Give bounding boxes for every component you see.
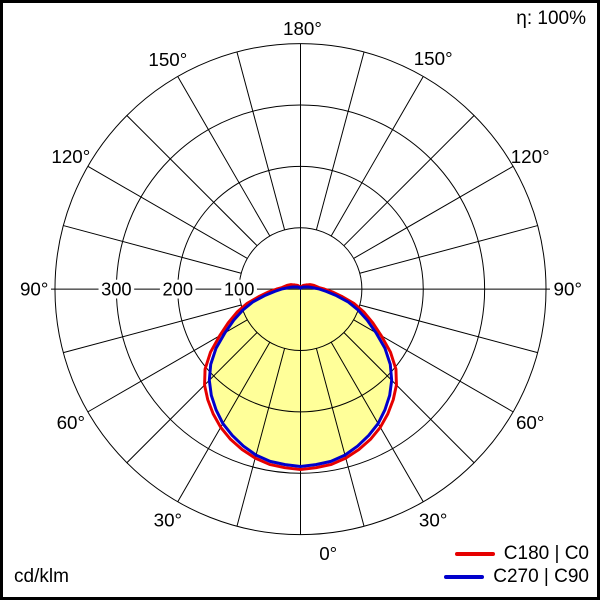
grid-spoke-150-left xyxy=(177,76,271,237)
radial-tick-bg-200 xyxy=(159,279,196,299)
grid-spoke-30-right xyxy=(330,342,424,502)
grid-spoke-150-right xyxy=(330,76,424,237)
grid-spoke-15-right xyxy=(315,348,365,527)
grid-spoke-105-left xyxy=(63,225,242,274)
grid-spoke-120-left xyxy=(87,165,248,259)
angle-label-120deg: 120° xyxy=(51,146,90,167)
angle-label-90deg: 90° xyxy=(20,279,48,300)
angle-label-60deg: 60° xyxy=(57,412,85,433)
angle-label-180deg: 180° xyxy=(283,18,322,39)
radial-tick-bg-300 xyxy=(98,279,135,299)
grid-spoke-165-left xyxy=(236,51,286,230)
grid-spoke-105-right xyxy=(359,225,538,274)
legend: C180 | C0 C270 | C90 xyxy=(444,543,589,587)
legend-item-c270-c90: C270 | C90 xyxy=(444,566,589,587)
curve-c180-c0 xyxy=(203,283,398,472)
grid-spoke-45-right xyxy=(343,332,475,464)
angle-label-150deg: 150° xyxy=(414,48,453,69)
angle-label-120deg: 120° xyxy=(511,146,550,167)
grid-spoke-30-left xyxy=(177,342,271,502)
grid-spoke-15-left xyxy=(236,348,286,527)
radial-tick-label-100: 100 xyxy=(224,279,255,300)
curve-c270-c90 xyxy=(207,285,394,469)
unit-label: cd/klm xyxy=(14,566,69,588)
radial-tick-bg-100 xyxy=(221,279,257,299)
grid-spoke-120-right xyxy=(353,165,514,259)
grid-spoke-165-right xyxy=(315,51,365,230)
angle-label-150deg: 150° xyxy=(148,49,187,70)
legend-label-c270-c90: C270 | C90 xyxy=(493,566,589,587)
angle-label-60deg: 60° xyxy=(516,412,544,433)
efficiency-label: η: 100% xyxy=(516,8,586,29)
polar-chart-svg: 100 200 300 180° 150° 150° 120° 120° 90° 90° 60° 60… xyxy=(20,18,582,564)
grid-spoke-135-left xyxy=(126,115,258,247)
grid-spoke-45-left xyxy=(126,332,258,464)
legend-line-red xyxy=(454,552,495,556)
grid-spoke-135-right xyxy=(343,115,475,247)
radial-tick-label-200: 200 xyxy=(162,279,193,300)
grid-spoke-75-left xyxy=(63,304,242,354)
angle-label-0deg: 0° xyxy=(319,543,337,564)
legend-item-c180-c0: C180 | C0 xyxy=(444,543,589,564)
grid-spoke-75-right xyxy=(359,304,538,354)
angle-label-30deg: 30° xyxy=(419,509,447,530)
legend-label-c180-c0: C180 | C0 xyxy=(503,543,589,564)
angle-label-30deg: 30° xyxy=(154,509,182,530)
angle-label-90deg: 90° xyxy=(554,279,582,300)
legend-line-blue xyxy=(444,575,485,579)
radial-tick-label-300: 300 xyxy=(101,279,132,300)
